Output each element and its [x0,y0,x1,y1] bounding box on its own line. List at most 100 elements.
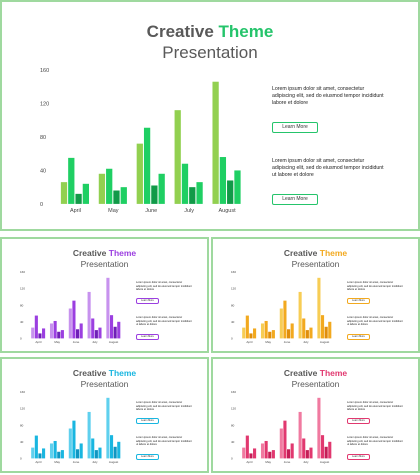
bar [60,450,64,459]
bar [290,323,294,339]
bar [68,157,75,204]
learn-more-button-1[interactable]: Learn More [136,298,159,304]
y-tick-label: 120 [40,101,49,107]
learn-more-button-1[interactable]: Learn More [136,418,159,424]
learn-more-button-2[interactable]: Learn More [272,194,318,205]
bar [302,318,306,339]
bar [219,157,227,204]
x-category-label: April [246,460,252,464]
learn-more-button-1[interactable]: Learn More [347,418,370,424]
bar [136,143,143,204]
bar [79,443,83,459]
bar [309,447,313,459]
bar [72,420,76,459]
y-tick-label: 160 [20,270,25,274]
slide-title: Creative Theme [283,368,348,378]
bar [113,446,117,459]
slide-blue: Creative Theme Presentation 0 40 80 120 160 A… [0,357,209,473]
y-tick-label: 80 [231,303,235,307]
y-tick-label: 120 [231,287,236,291]
bar-chart: 0 40 80 120 160 April May June July August [231,270,332,344]
slide-subtitle: Presentation [80,379,129,389]
x-category-label: August [109,340,119,344]
bar [106,277,110,339]
bar [68,308,72,339]
description-2: Lorem ipsum dolor sit amet, consectetur … [136,436,192,446]
bar [91,318,95,339]
description-1: Lorem ipsum dolor sit amet, consectetur … [136,281,192,291]
slide-subtitle: Presentation [291,259,340,269]
bar [60,182,68,204]
bar [324,446,328,459]
y-tick-label: 40 [20,440,24,444]
y-tick-label: 120 [20,287,25,291]
learn-more-button-2[interactable]: Learn More [136,454,159,460]
y-tick-label: 160 [40,68,49,74]
x-category-label: August [320,340,330,344]
bar [196,182,203,204]
bar [79,323,83,339]
bar [109,315,114,339]
bar [298,411,302,459]
bar [328,321,332,339]
bar [31,327,35,339]
bar [320,435,325,459]
bar [283,420,287,459]
x-category-label: August [109,460,119,464]
slide-title-accent: Theme [108,368,137,378]
x-category-label: June [284,340,291,344]
slide-subtitle: Presentation [80,259,129,269]
bar [68,428,72,459]
learn-more-button-2[interactable]: Learn More [136,334,159,340]
x-category-label: June [73,340,80,344]
bar [31,447,35,459]
bar [120,187,127,204]
y-tick-label: 160 [231,270,236,274]
x-category-label: July [92,460,98,464]
x-category-label: July [184,208,194,214]
bar [253,328,257,339]
x-category-label: April [246,340,252,344]
bar [98,173,106,204]
bar [174,110,181,204]
bar [87,291,91,339]
bar [302,438,306,459]
bar [328,441,332,459]
bar [271,330,275,339]
x-category-label: June [284,460,291,464]
bar [106,168,113,204]
y-tick-label: 40 [231,320,235,324]
bar [305,330,309,339]
bar [298,291,302,339]
description-2: Lorem ipsum dolor sit amet, consectetur … [272,158,384,179]
slide-main: Creative Theme Presentation 0 40 80 120 160 A… [0,0,420,231]
bar [317,277,321,339]
x-category-label: April [35,340,41,344]
y-tick-label: 40 [40,168,46,174]
bar [249,333,253,339]
bar [143,127,151,204]
y-tick-label: 0 [40,202,43,208]
bar [245,435,249,459]
bar [287,449,291,459]
x-category-label: August [218,208,236,214]
bar [287,329,291,339]
bar-chart: 0 40 80 120 160 April May June July August [20,390,121,464]
bar-chart: 0 40 80 120 160 April May June July August [20,270,121,344]
learn-more-button-2[interactable]: Learn More [347,454,370,460]
bar [279,308,283,339]
slide-title: Creative Theme [72,248,137,258]
x-category-label: May [265,340,271,344]
slide-title-accent: Theme [319,248,348,258]
x-category-label: July [303,460,309,464]
bar [242,447,246,459]
learn-more-button-1[interactable]: Learn More [347,298,370,304]
learn-more-button-1[interactable]: Learn More [272,122,318,133]
bar [279,428,283,459]
learn-more-button-2[interactable]: Learn More [347,334,370,340]
bar [117,321,121,339]
bar [34,435,38,459]
y-tick-label: 0 [231,456,233,460]
x-category-label: April [70,208,81,214]
bar [75,193,82,204]
